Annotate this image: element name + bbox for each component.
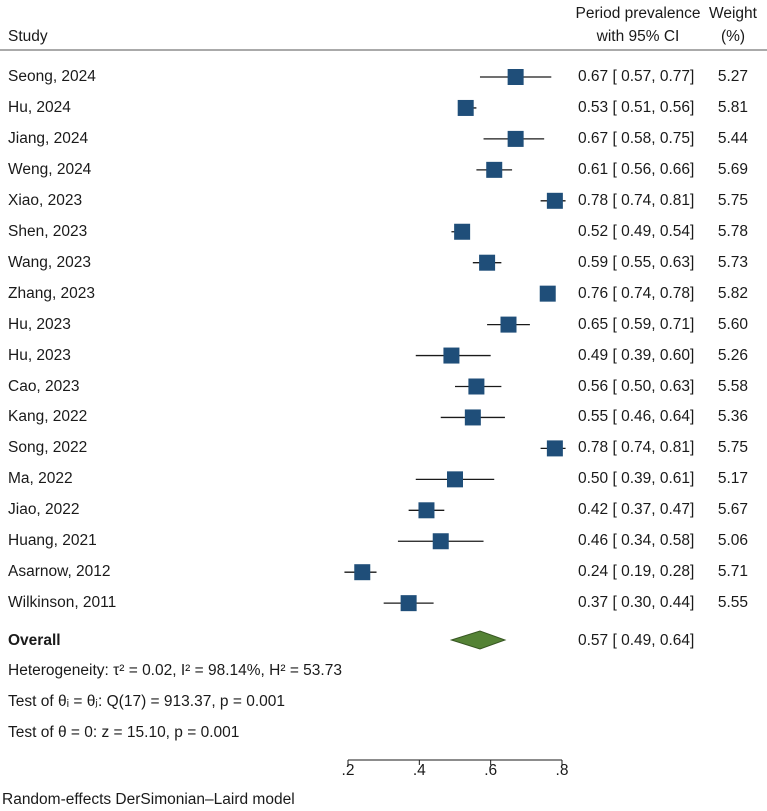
study-marker: [464, 409, 481, 426]
x-tick-label: .8: [555, 762, 569, 779]
study-name: Ma, 2022: [8, 470, 73, 488]
study-ci-text: 0.53 [ 0.51, 0.56]: [578, 98, 695, 116]
study-ci-text: 0.56 [ 0.50, 0.63]: [578, 377, 695, 395]
study-marker: [443, 347, 460, 364]
test-equal-note: Test of θᵢ = θⱼ: Q(17) = 913.37, p = 0.0…: [8, 693, 286, 710]
study-ci-text: 0.78 [ 0.74, 0.81]: [578, 439, 695, 457]
study-name: Wilkinson, 2011: [8, 594, 117, 612]
study-ci-text: 0.50 [ 0.39, 0.61]: [578, 470, 695, 488]
study-marker: [486, 161, 503, 178]
study-name: Asarnow, 2012: [8, 563, 111, 581]
study-name: Kang, 2022: [8, 408, 88, 426]
study-name: Jiao, 2022: [8, 501, 80, 519]
study-marker: [468, 378, 485, 395]
study-weight: 5.67: [717, 501, 748, 519]
study-weight: 5.06: [717, 532, 748, 550]
study-ci-text: 0.46 [ 0.34, 0.58]: [578, 532, 695, 550]
study-ci-text: 0.78 [ 0.74, 0.81]: [578, 191, 695, 209]
study-weight: 5.26: [717, 346, 748, 364]
study-weight: 5.75: [717, 191, 748, 209]
header-weight-line2: (%): [720, 28, 746, 45]
study-marker: [418, 502, 435, 519]
study-marker: [507, 69, 524, 85]
study-name: Hu, 2023: [8, 346, 71, 364]
study-name: Wang, 2023: [8, 253, 92, 271]
study-marker: [500, 316, 517, 333]
study-weight: 5.73: [717, 253, 748, 271]
study-weight: 5.82: [717, 284, 748, 302]
overall-diamond: [449, 630, 507, 650]
study-name: Weng, 2024: [8, 160, 92, 178]
study-ci-text: 0.67 [ 0.58, 0.75]: [578, 129, 695, 147]
study-marker: [457, 99, 474, 116]
study-name: Xiao, 2023: [8, 191, 83, 209]
study-ci-text: 0.37 [ 0.30, 0.44]: [578, 594, 695, 612]
overall-label: Overall: [8, 632, 61, 649]
study-weight: 5.81: [717, 98, 748, 116]
study-weight: 5.60: [717, 315, 748, 333]
study-weight: 5.36: [717, 408, 748, 426]
study-ci-text: 0.59 [ 0.55, 0.63]: [578, 253, 695, 271]
study-marker: [507, 130, 524, 147]
study-weight: 5.27: [717, 68, 748, 85]
test-zero-note: Test of θ = 0: z = 15.10, p = 0.001: [8, 724, 240, 741]
study-name: Song, 2022: [8, 439, 88, 457]
study-weight: 5.69: [717, 160, 748, 178]
study-name: Huang, 2021: [8, 532, 97, 550]
study-name: Seong, 2024: [8, 68, 96, 85]
study-name: Hu, 2024: [8, 98, 71, 116]
study-name: Cao, 2023: [8, 377, 80, 395]
study-ci-text: 0.76 [ 0.74, 0.78]: [578, 284, 695, 302]
heterogeneity-note: Heterogeneity: τ² = 0.02, I² = 98.14%, H…: [8, 662, 342, 679]
study-name: Shen, 2023: [8, 222, 88, 240]
study-marker: [546, 192, 563, 209]
study-weight: 5.78: [717, 222, 748, 240]
x-tick-label: .6: [484, 762, 498, 779]
study-ci-text: 0.55 [ 0.46, 0.64]: [578, 408, 695, 426]
x-tick-label: .2: [341, 762, 355, 779]
study-ci-text: 0.52 [ 0.49, 0.54]: [578, 222, 695, 240]
study-marker: [546, 440, 563, 457]
overall-ci-text: 0.57 [ 0.49, 0.64]: [578, 632, 695, 649]
study-marker: [400, 595, 417, 612]
study-marker: [454, 223, 471, 240]
study-weight: 5.44: [717, 129, 748, 147]
study-marker: [479, 254, 496, 271]
header-weight-line1: Weight: [709, 5, 757, 22]
study-weight: 5.58: [717, 377, 748, 395]
study-ci-text: 0.49 [ 0.39, 0.60]: [578, 346, 695, 364]
study-weight: 5.17: [717, 470, 748, 488]
study-ci-text: 0.67 [ 0.57, 0.77]: [578, 68, 695, 85]
study-marker: [539, 285, 556, 302]
study-weight: 5.75: [717, 439, 748, 457]
study-ci-text: 0.65 [ 0.59, 0.71]: [578, 315, 695, 333]
model-note: Random-effects DerSimonian–Laird model: [2, 791, 295, 808]
study-name: Hu, 2023: [8, 315, 71, 333]
study-ci-text: 0.61 [ 0.56, 0.66]: [578, 160, 695, 178]
study-weight: 5.71: [717, 563, 748, 581]
study-name: Jiang, 2024: [8, 129, 89, 147]
study-weight: 5.55: [717, 594, 748, 612]
study-ci-text: 0.42 [ 0.37, 0.47]: [578, 501, 695, 519]
header-effect-line1: Period prevalence: [575, 5, 701, 22]
study-name: Zhang, 2023: [8, 284, 96, 302]
study-ci-text: 0.24 [ 0.19, 0.28]: [578, 563, 695, 581]
x-tick-label: .4: [412, 762, 426, 779]
study-marker: [432, 533, 449, 550]
study-marker: [447, 471, 463, 488]
header-effect-line2: with 95% CI: [596, 28, 680, 45]
header-study: Study: [8, 28, 48, 45]
study-marker: [354, 564, 371, 581]
